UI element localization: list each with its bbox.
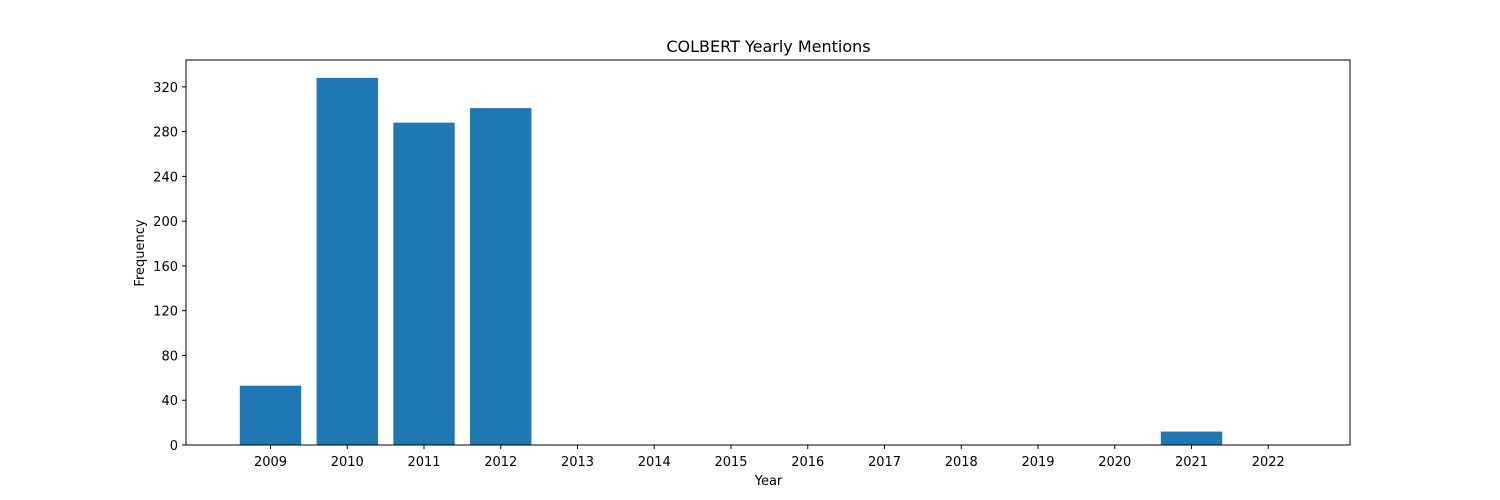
bar-2011 bbox=[393, 122, 455, 446]
x-tick-label: 2015 bbox=[714, 455, 747, 470]
bar-2012 bbox=[470, 108, 532, 445]
x-tick-label: 2022 bbox=[1252, 455, 1285, 470]
y-tick-label: 240 bbox=[153, 170, 178, 185]
bar-2010 bbox=[316, 77, 378, 445]
x-axis-ticks: 2009 2010 2011 2012 2013 2014 2015 2016 2017 2018… bbox=[254, 445, 1285, 470]
x-tick-label: 2019 bbox=[1021, 455, 1054, 470]
bar-2021 bbox=[1160, 431, 1223, 445]
x-tick-label: 2011 bbox=[407, 455, 440, 470]
x-tick-label: 2018 bbox=[945, 455, 978, 470]
x-tick-label: 2013 bbox=[561, 455, 594, 470]
y-tick-label: 320 bbox=[153, 81, 178, 96]
y-tick-label: 200 bbox=[153, 215, 178, 230]
chart-title: COLBERT Yearly Mentions bbox=[666, 37, 870, 56]
y-tick-label: 40 bbox=[161, 394, 178, 409]
bars-group bbox=[239, 77, 1223, 446]
x-tick-label: 2020 bbox=[1098, 455, 1131, 470]
y-tick-label: 120 bbox=[153, 305, 178, 320]
y-tick-label: 280 bbox=[153, 126, 178, 141]
bar-2009 bbox=[239, 385, 302, 445]
y-tick-label: 80 bbox=[161, 349, 178, 364]
x-tick-label: 2016 bbox=[791, 455, 824, 470]
y-tick-label: 0 bbox=[170, 439, 178, 454]
x-tick-label: 2010 bbox=[331, 455, 364, 470]
x-tick-label: 2012 bbox=[484, 455, 517, 470]
x-tick-label: 2009 bbox=[254, 455, 287, 470]
x-tick-label: 2014 bbox=[638, 455, 671, 470]
y-tick-label: 160 bbox=[153, 260, 178, 275]
y-axis-ticks: 0 40 80 120 160 200 240 280 320 bbox=[153, 81, 186, 454]
x-tick-label: 2021 bbox=[1175, 455, 1208, 470]
y-axis-title: Frequency bbox=[133, 219, 148, 286]
plot-area-frame bbox=[185, 59, 1351, 446]
x-tick-label: 2017 bbox=[868, 455, 901, 470]
x-axis-title: Year bbox=[754, 474, 783, 489]
